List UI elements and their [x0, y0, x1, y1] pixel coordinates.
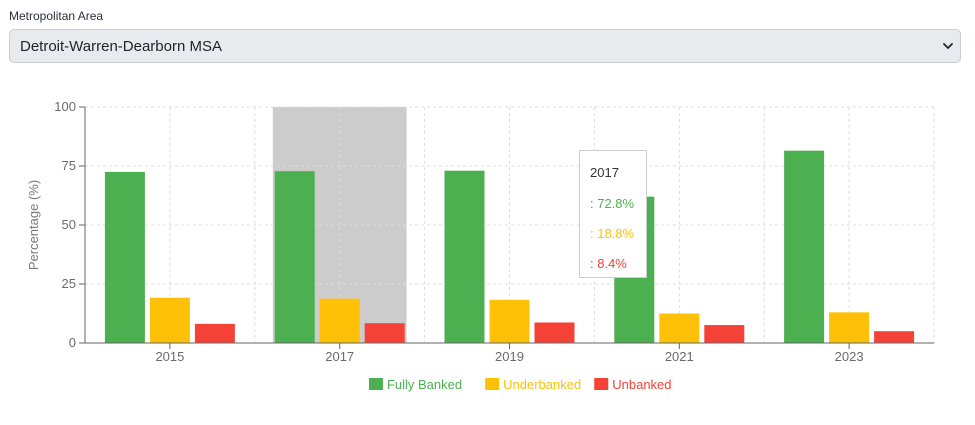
y-axis-title: Percentage (%): [26, 180, 41, 270]
x-tick-label: 2023: [835, 349, 864, 364]
legend-label-unbanked: Unbanked: [612, 377, 671, 392]
legend-label-fully-banked: Fully Banked: [387, 377, 462, 392]
y-tick-label: 100: [54, 99, 76, 114]
legend-swatch-underbanked: [485, 378, 500, 390]
bar-fully-banked-2015: [104, 171, 145, 343]
y-tick-label: 75: [62, 158, 76, 173]
tooltip-row-fully-banked: : 72.8%: [590, 196, 635, 211]
chevron-down-icon: [943, 43, 953, 49]
bar-unbanked-2015: [194, 323, 235, 343]
x-tick-label: 2019: [495, 349, 524, 364]
chart-tooltip: 2017 : 72.8% : 18.8% : 8.4%: [579, 150, 647, 278]
bar-unbanked-2023: [874, 331, 915, 343]
bar-unbanked-2017: [364, 323, 405, 343]
legend-swatch-fully-banked: [368, 378, 383, 390]
bar-fully-banked-2023: [784, 150, 825, 343]
metro-area-label: Metropolitan Area: [9, 9, 104, 23]
bar-underbanked-2019: [489, 299, 530, 343]
tooltip-row-unbanked: : 8.4%: [590, 256, 627, 271]
y-tick-label: 50: [62, 217, 76, 232]
bar-underbanked-2023: [829, 312, 870, 343]
legend-label-underbanked: Underbanked: [503, 377, 581, 392]
legend-swatch-unbanked: [594, 378, 609, 390]
bar-underbanked-2021: [659, 313, 700, 343]
metro-area-select[interactable]: Detroit-Warren-Dearborn MSA: [9, 29, 961, 63]
y-tick-label: 25: [62, 276, 76, 291]
bar-unbanked-2019: [534, 322, 575, 343]
metro-area-selected-value: Detroit-Warren-Dearborn MSA: [20, 38, 222, 55]
x-tick-label: 2021: [665, 349, 694, 364]
bar-underbanked-2017: [319, 298, 360, 343]
tooltip-title: 2017: [590, 165, 619, 180]
bar-fully-banked-2019: [444, 170, 485, 343]
x-tick-label: 2017: [325, 349, 354, 364]
tooltip-row-underbanked: : 18.8%: [590, 226, 635, 241]
bar-unbanked-2021: [704, 325, 745, 343]
bar-underbanked-2015: [149, 297, 190, 343]
x-tick-label: 2015: [155, 349, 184, 364]
y-tick-label: 0: [69, 335, 76, 350]
bar-fully-banked-2017: [274, 171, 315, 343]
